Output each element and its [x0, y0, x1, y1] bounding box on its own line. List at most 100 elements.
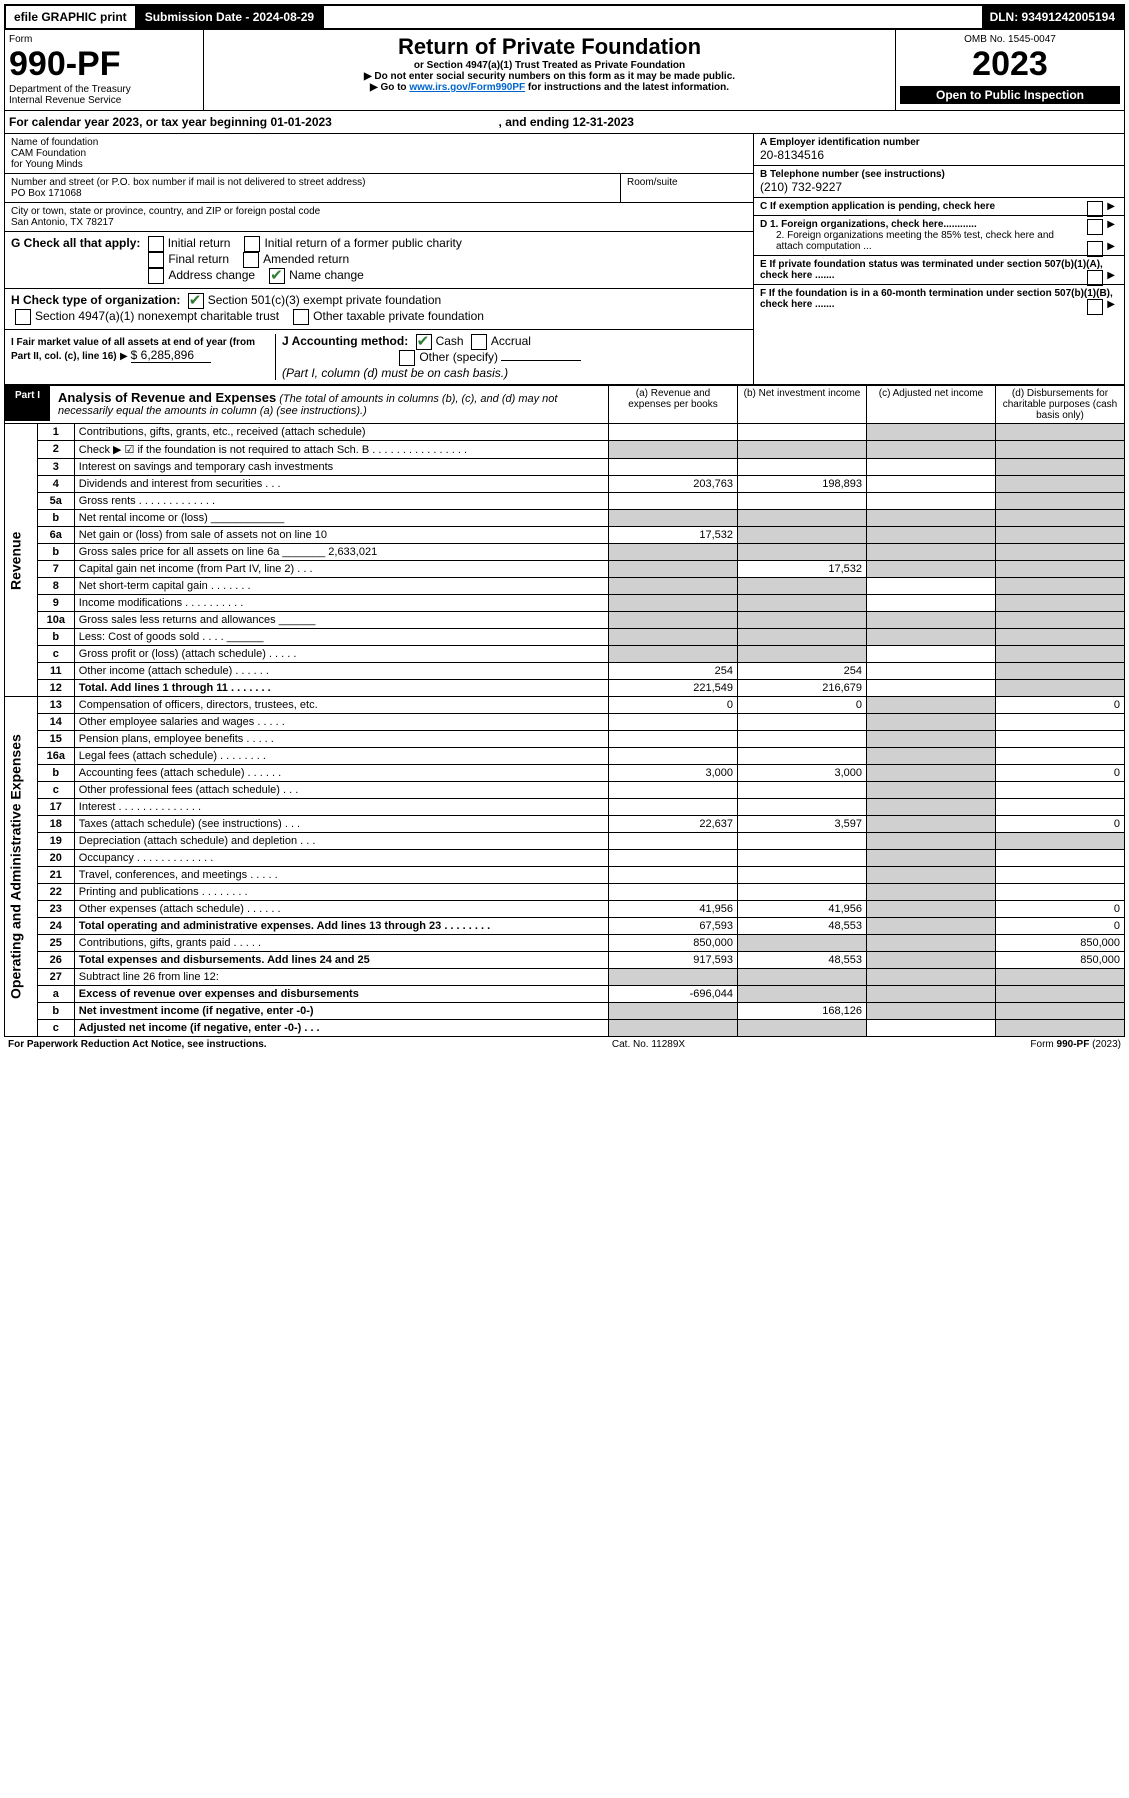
accrual-checkbox[interactable]: [471, 334, 487, 350]
c-checkbox[interactable]: [1087, 201, 1103, 217]
amount-cell: 850,000: [996, 952, 1125, 969]
foundation-name2: for Young Minds: [11, 159, 747, 170]
line-description: Net short-term capital gain . . . . . . …: [74, 578, 608, 595]
footer-mid: Cat. No. 11289X: [612, 1039, 685, 1050]
amount-cell: [738, 629, 867, 646]
amended-return-checkbox[interactable]: [243, 252, 259, 268]
amount-cell: [867, 476, 996, 493]
amount-cell: [867, 595, 996, 612]
line-description: Interest . . . . . . . . . . . . . .: [74, 799, 608, 816]
amount-cell: [609, 561, 738, 578]
amount-cell: [996, 595, 1125, 612]
4947a1-checkbox[interactable]: [15, 309, 31, 325]
amount-cell: [609, 510, 738, 527]
line-description: Contributions, gifts, grants paid . . . …: [74, 935, 608, 952]
amount-cell: [738, 459, 867, 476]
d2-label: 2. Foreign organizations meeting the 85%…: [776, 230, 1054, 252]
amount-cell: 254: [609, 663, 738, 680]
form990pf-link[interactable]: www.irs.gov/Form990PF: [409, 82, 525, 93]
table-row: 23Other expenses (attach schedule) . . .…: [5, 901, 1125, 918]
cash-checkbox[interactable]: [416, 334, 432, 350]
table-row: aExcess of revenue over expenses and dis…: [5, 986, 1125, 1003]
amount-cell: [609, 646, 738, 663]
table-row: 15Pension plans, employee benefits . . .…: [5, 731, 1125, 748]
table-row: 3Interest on savings and temporary cash …: [5, 459, 1125, 476]
line-number: c: [37, 646, 74, 663]
table-row: 24Total operating and administrative exp…: [5, 918, 1125, 935]
tax-year: 2023: [900, 45, 1120, 84]
omb-label: OMB No. 1545-0047: [900, 34, 1120, 45]
line-number: 14: [37, 714, 74, 731]
amount-cell: [738, 867, 867, 884]
ein-label: A Employer identification number: [760, 137, 1118, 148]
amount-cell: -696,044: [609, 986, 738, 1003]
final-return-checkbox[interactable]: [148, 252, 164, 268]
efile-label: efile GRAPHIC print: [6, 6, 137, 28]
amount-cell: [867, 646, 996, 663]
line-description: Printing and publications . . . . . . . …: [74, 884, 608, 901]
amount-cell: [738, 986, 867, 1003]
line-description: Income modifications . . . . . . . . . .: [74, 595, 608, 612]
table-row: bNet rental income or (loss) ___________…: [5, 510, 1125, 527]
calendar-year-row: For calendar year 2023, or tax year begi…: [4, 111, 1125, 134]
amount-cell: 198,893: [738, 476, 867, 493]
page-footer: For Paperwork Reduction Act Notice, see …: [4, 1037, 1125, 1052]
amount-cell: [867, 969, 996, 986]
amount-cell: 850,000: [996, 935, 1125, 952]
d2-checkbox[interactable]: [1087, 241, 1103, 257]
amount-cell: 3,000: [738, 765, 867, 782]
line-number: 9: [37, 595, 74, 612]
table-row: Revenue1Contributions, gifts, grants, et…: [5, 424, 1125, 441]
line-description: Occupancy . . . . . . . . . . . . .: [74, 850, 608, 867]
f-checkbox[interactable]: [1087, 299, 1103, 315]
addr-value: PO Box 171068: [11, 188, 614, 199]
table-row: 10aGross sales less returns and allowanc…: [5, 612, 1125, 629]
table-row: 4Dividends and interest from securities …: [5, 476, 1125, 493]
amount-cell: 0: [996, 765, 1125, 782]
other-taxable-checkbox[interactable]: [293, 309, 309, 325]
amount-cell: 917,593: [609, 952, 738, 969]
name-change-checkbox[interactable]: [269, 268, 285, 284]
line-description: Subtract line 26 from line 12:: [74, 969, 608, 986]
table-row: cOther professional fees (attach schedul…: [5, 782, 1125, 799]
line-description: Contributions, gifts, grants, etc., rece…: [74, 424, 608, 441]
revenue-section-label: Revenue: [5, 424, 38, 697]
amount-cell: [867, 629, 996, 646]
former-charity-checkbox[interactable]: [244, 236, 260, 252]
amount-cell: [738, 833, 867, 850]
amount-cell: [738, 748, 867, 765]
amount-cell: [996, 646, 1125, 663]
dept-label: Department of the Treasury: [9, 84, 199, 95]
e-checkbox[interactable]: [1087, 270, 1103, 286]
address-change-checkbox[interactable]: [148, 268, 164, 284]
line-description: Gross profit or (loss) (attach schedule)…: [74, 646, 608, 663]
amount-cell: [867, 952, 996, 969]
dln-label: DLN: 93491242005194: [982, 6, 1123, 28]
amount-cell: [867, 493, 996, 510]
501c3-checkbox[interactable]: [188, 293, 204, 309]
line-number: 10a: [37, 612, 74, 629]
line-description: Less: Cost of goods sold . . . . ______: [74, 629, 608, 646]
line-description: Gross sales less returns and allowances …: [74, 612, 608, 629]
line-description: Net gain or (loss) from sale of assets n…: [74, 527, 608, 544]
initial-return-checkbox[interactable]: [148, 236, 164, 252]
amount-cell: [996, 510, 1125, 527]
table-row: bGross sales price for all assets on lin…: [5, 544, 1125, 561]
line-number: 16a: [37, 748, 74, 765]
line-number: b: [37, 544, 74, 561]
irs-label: Internal Revenue Service: [9, 95, 199, 106]
amount-cell: [996, 714, 1125, 731]
line-number: 6a: [37, 527, 74, 544]
amount-cell: [996, 1020, 1125, 1037]
other-method-checkbox[interactable]: [399, 350, 415, 366]
line-number: b: [37, 510, 74, 527]
amount-cell: [738, 510, 867, 527]
form-subtitle: or Section 4947(a)(1) Trust Treated as P…: [208, 60, 891, 71]
d1-checkbox[interactable]: [1087, 219, 1103, 235]
amount-cell: [867, 935, 996, 952]
part1-label: Part I: [5, 386, 50, 421]
amount-cell: [867, 850, 996, 867]
open-inspection-badge: Open to Public Inspection: [900, 86, 1120, 104]
line-number: a: [37, 986, 74, 1003]
amount-cell: [609, 459, 738, 476]
